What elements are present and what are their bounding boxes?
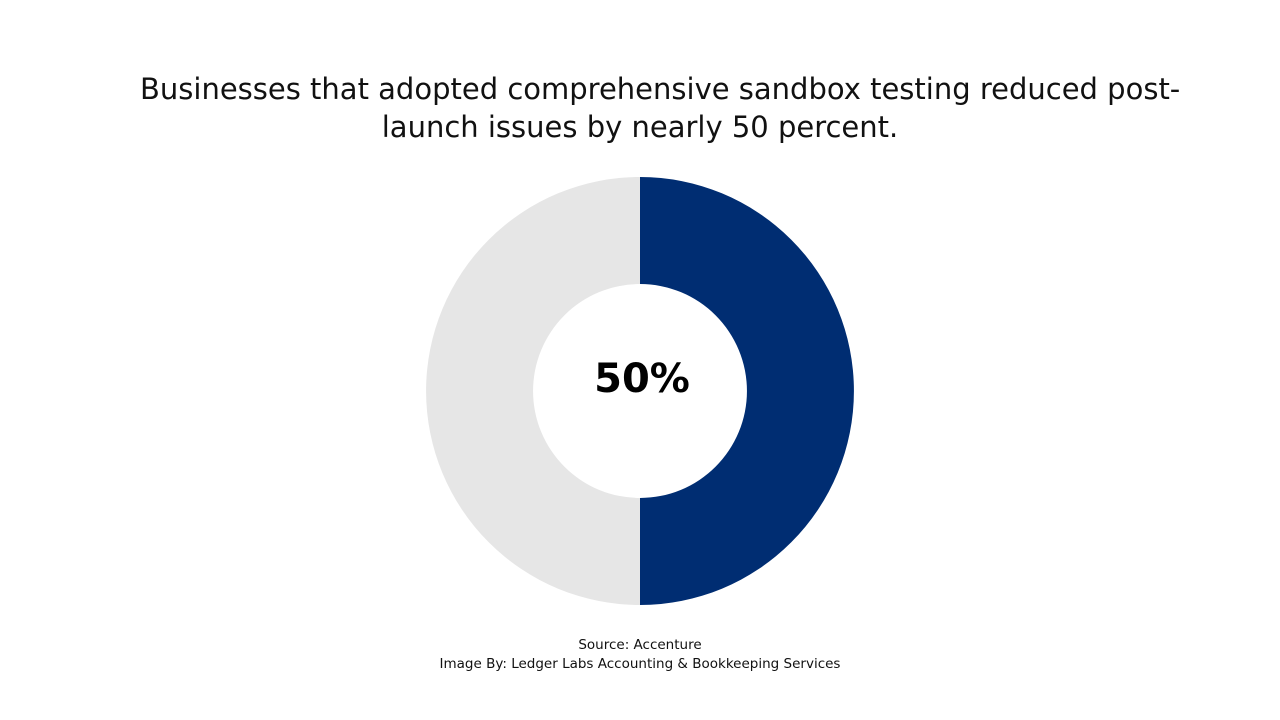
chart-title-line-2: launch issues by nearly 50 percent.	[381, 110, 899, 144]
chart-title: Businesses that adopted comprehensive sa…	[140, 70, 1181, 146]
center-percentage-label: 50%	[594, 356, 690, 402]
donut-slice-2	[426, 177, 640, 605]
source-credit: Source: Accenture	[578, 637, 702, 653]
donut-slice-1	[640, 177, 854, 605]
image-credit: Image By: Ledger Labs Accounting & Bookk…	[439, 656, 841, 672]
chart-title-line-1: Businesses that adopted comprehensive sa…	[140, 72, 1181, 106]
chart-footer: Source: Accenture Image By: Ledger Labs …	[340, 636, 940, 674]
